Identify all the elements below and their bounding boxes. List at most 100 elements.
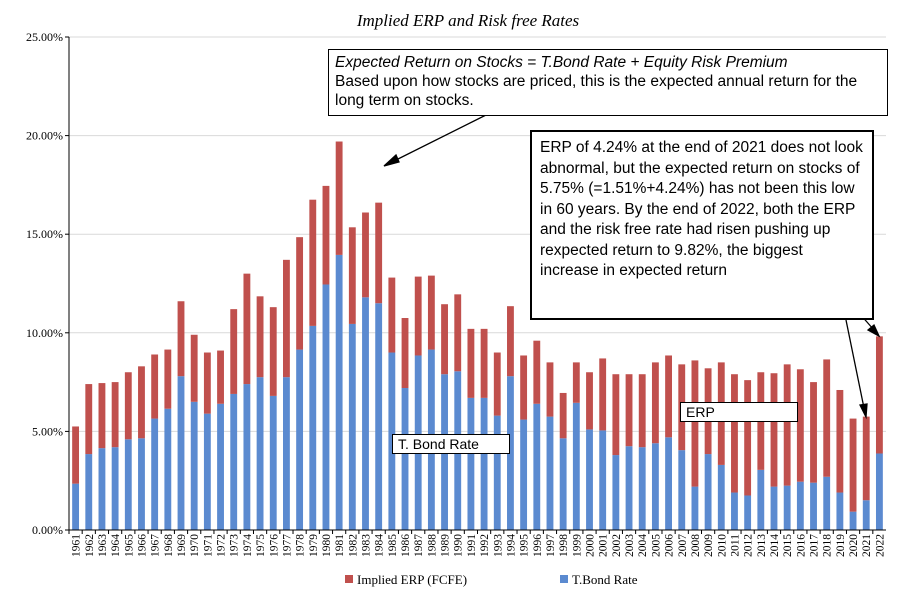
bar-implied-erp — [651, 362, 659, 444]
bar-implied-erp — [85, 384, 93, 455]
y-tick-label: 20.00% — [26, 129, 63, 143]
x-tick-label: 1961 — [71, 534, 83, 557]
bar-tbond-rate — [810, 482, 817, 530]
bar-tbond-rate — [362, 297, 369, 530]
bar-implied-erp — [836, 389, 844, 493]
bar-implied-erp — [691, 360, 699, 487]
bar-tbond-rate — [691, 486, 699, 530]
chart-title: Implied ERP and Risk free Rates — [356, 11, 580, 30]
bar-implied-erp — [493, 352, 501, 416]
x-tick-label: 1988 — [426, 534, 438, 557]
bar-implied-erp — [427, 275, 435, 350]
bar-tbond-rate — [651, 443, 659, 530]
x-tick-label: 2020 — [848, 534, 860, 557]
x-tick-label: 1974 — [242, 534, 254, 557]
bar-tbond-rate — [586, 429, 593, 530]
bar-implied-erp — [810, 382, 817, 483]
bar-tbond-rate — [164, 408, 172, 530]
x-tick-label: 2013 — [756, 534, 768, 557]
x-tick-label: 2002 — [611, 534, 623, 557]
bar-tbond-rate — [757, 469, 765, 530]
bar-implied-erp — [72, 426, 80, 484]
bar-implied-erp — [783, 364, 791, 486]
bar-tbond-rate — [111, 447, 119, 530]
bar-tbond-rate — [507, 376, 514, 530]
bar-implied-erp — [625, 374, 633, 447]
bar-implied-erp — [480, 328, 488, 398]
bar-implied-erp — [507, 306, 514, 377]
bar-implied-erp — [335, 141, 343, 255]
bar-implied-erp — [467, 328, 475, 398]
y-tick-label: 0.00% — [32, 523, 63, 537]
bar-implied-erp — [612, 374, 620, 456]
y-tick-label: 5.00% — [32, 424, 63, 438]
bar-implied-erp — [362, 212, 369, 298]
bar-tbond-rate — [177, 376, 185, 530]
bar-tbond-rate — [309, 325, 317, 530]
bar-tbond-rate — [546, 416, 554, 530]
bar-implied-erp — [823, 359, 831, 477]
bar-tbond-rate — [98, 448, 106, 530]
bar-implied-erp — [862, 416, 870, 501]
x-tick-label: 1982 — [347, 534, 359, 557]
bar-tbond-rate — [85, 454, 93, 530]
bar-implied-erp — [243, 273, 251, 385]
bar-tbond-rate — [190, 401, 198, 530]
bar-implied-erp — [401, 318, 409, 389]
x-tick-label: 1992 — [479, 534, 491, 557]
bar-tbond-rate — [704, 454, 712, 530]
bar-tbond-rate — [322, 284, 330, 530]
bar-implied-erp — [559, 392, 567, 439]
bar-implied-erp — [296, 237, 304, 350]
y-tick-label: 25.00% — [26, 30, 63, 44]
x-tick-label: 1965 — [123, 534, 135, 557]
bar-implied-erp — [138, 366, 145, 439]
bar-tbond-rate — [138, 438, 145, 530]
bar-implied-erp — [269, 307, 277, 396]
x-tick-label: 2012 — [743, 534, 755, 557]
formula-body: Based upon how stocks are priced, this i… — [335, 73, 858, 109]
y-tick-label: 10.00% — [26, 326, 63, 340]
x-tick-label: 1963 — [97, 534, 109, 557]
bar-tbond-rate — [638, 447, 646, 530]
x-tick-label: 2021 — [861, 534, 873, 557]
y-tick-label: 15.00% — [26, 227, 63, 241]
bar-tbond-rate — [243, 384, 251, 530]
x-tick-label: 2010 — [716, 534, 728, 557]
bar-tbond-rate — [480, 397, 488, 530]
bar-tbond-rate — [256, 377, 264, 530]
bar-implied-erp — [177, 301, 185, 377]
x-tick-label: 1966 — [136, 534, 148, 557]
bar-implied-erp — [375, 202, 383, 304]
bar-tbond-rate — [124, 439, 132, 530]
bar-implied-erp — [230, 309, 238, 394]
bar-implied-erp — [599, 358, 607, 431]
bar-implied-erp — [572, 362, 580, 403]
bar-tbond-rate — [533, 403, 541, 530]
erp-2021-callout: ERP of 4.24% at the end of 2021 does not… — [530, 130, 874, 320]
bar-tbond-rate — [783, 485, 791, 530]
x-tick-label: 1977 — [281, 534, 293, 557]
x-tick-label: 2014 — [769, 534, 781, 557]
x-tick-label: 1964 — [110, 534, 122, 557]
bar-tbond-rate — [862, 500, 870, 530]
x-tick-label: 1998 — [558, 534, 570, 557]
bar-tbond-rate — [678, 450, 686, 530]
bar-tbond-rate — [348, 323, 356, 530]
x-tick-label: 1990 — [453, 534, 465, 557]
bar-implied-erp — [441, 304, 448, 375]
bar-implied-erp — [388, 277, 396, 353]
bar-tbond-rate — [612, 455, 620, 530]
x-tick-label: 2019 — [835, 534, 847, 557]
x-tick-label: 1971 — [202, 534, 214, 557]
bar-implied-erp — [586, 372, 593, 430]
x-tick-label: 1962 — [84, 534, 96, 557]
x-tick-label: 2006 — [664, 534, 676, 557]
bar-tbond-rate — [875, 453, 883, 530]
x-tick-label: 2008 — [690, 534, 702, 557]
x-tick-label: 2015 — [782, 534, 794, 557]
bar-implied-erp — [322, 185, 330, 285]
bar-tbond-rate — [744, 495, 752, 530]
bar-implied-erp — [124, 372, 132, 440]
